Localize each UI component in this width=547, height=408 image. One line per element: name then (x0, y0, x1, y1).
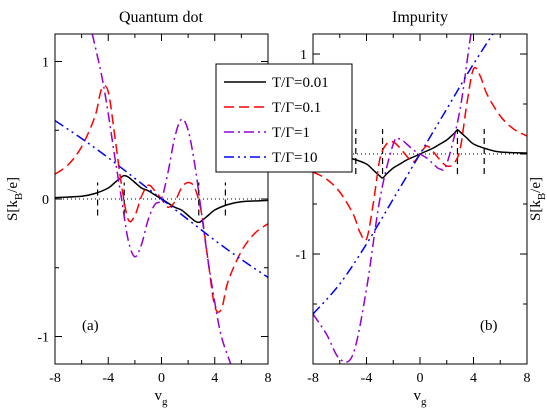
reference-lines (55, 182, 268, 216)
panel-label: (b) (480, 318, 498, 334)
x-tick-label: -4 (361, 371, 373, 386)
x-axis-label: vg (155, 388, 169, 408)
series-line-t-10 (313, 34, 494, 315)
legend-label-t-10: T/Γ=10 (272, 150, 317, 166)
y-tick-label: -1 (37, 331, 49, 346)
axis-ticks: -8 -4 0 4 8 -1 0 1 (37, 34, 272, 386)
panel-quantum-dot: Quantum dot -8 -4 0 4 8 -1 0 1 vg S[kB/e] (a) (5, 9, 272, 408)
y-tick-label: 0 (42, 193, 49, 208)
plot-area (313, 34, 527, 363)
y-tick-label: 1 (300, 48, 307, 63)
x-tick-label: 0 (417, 371, 424, 386)
x-tick-label: -8 (307, 371, 319, 386)
panel-label: (a) (82, 318, 99, 334)
y-axis-label: S[kB/e] (5, 177, 25, 221)
legend-label-t-1: T/Γ=1 (272, 125, 310, 141)
y-tick-label: 1 (42, 56, 49, 71)
x-tick-label: 4 (470, 371, 477, 386)
x-tick-label: -8 (49, 371, 61, 386)
x-tick-label: -4 (102, 371, 114, 386)
y-tick-label: -1 (295, 248, 307, 263)
x-tick-label: 4 (211, 371, 218, 386)
series-line-t-0-1 (313, 66, 527, 242)
legend-label-t-0-1: T/Γ=0.1 (272, 100, 321, 116)
y-axis-label: S[kB/e] (528, 177, 547, 221)
x-tick-label: 0 (158, 371, 165, 386)
panel-title: Quantum dot (119, 9, 204, 26)
series-line-t-1 (91, 34, 232, 364)
plot-area (55, 34, 268, 364)
legend-label-t-0-01: T/Γ=0.01 (272, 75, 329, 91)
series-line-t-1 (313, 34, 527, 363)
series-line-t-10 (55, 119, 268, 279)
panel-title: Impurity (392, 9, 448, 26)
x-tick-label: 8 (265, 371, 272, 386)
x-axis-label: vg (414, 388, 428, 408)
legend: T/Γ=0.01 T/Γ=0.1 T/Γ=1 T/Γ=10 (215, 63, 353, 173)
x-tick-label: 8 (524, 371, 531, 386)
